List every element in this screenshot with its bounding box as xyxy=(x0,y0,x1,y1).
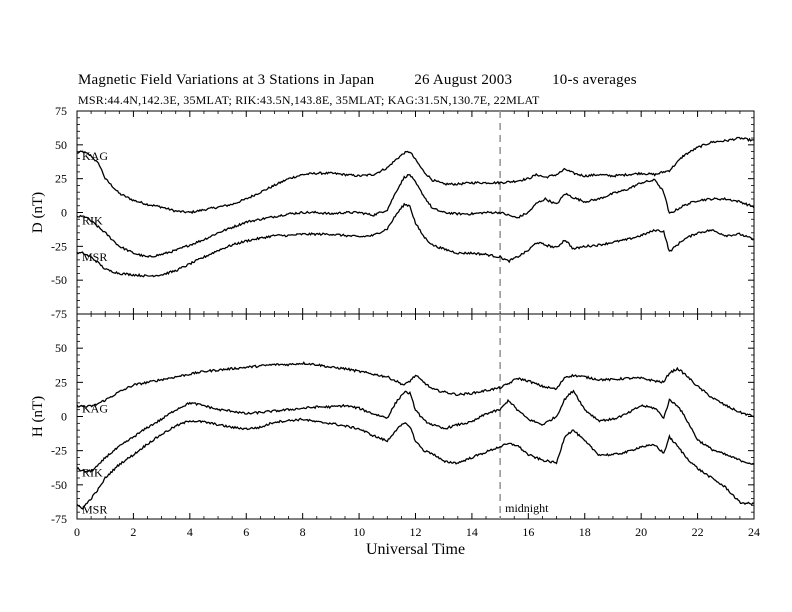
midnight-label: midnight xyxy=(505,501,549,515)
x-axis-label: Universal Time xyxy=(366,541,465,558)
panel-frame-d xyxy=(76,110,755,315)
title-line: Magnetic Field Variations at 3 Stations … xyxy=(78,72,637,89)
x-tick-label: 24 xyxy=(748,525,760,539)
x-tick-label: 12 xyxy=(410,525,422,539)
y-tick-label: 50 xyxy=(55,138,67,152)
panel-frame-h xyxy=(76,313,755,520)
series-label-kag: KAG xyxy=(82,149,108,163)
y-tick-label: -25 xyxy=(51,239,67,253)
x-tick-label: 4 xyxy=(187,525,193,539)
x-tick-label: 8 xyxy=(300,525,306,539)
x-tick-label: 22 xyxy=(692,525,704,539)
x-tick-label: 14 xyxy=(466,525,478,539)
series-label-rik: RIK xyxy=(82,465,103,479)
panel-d: -75 -50 -25 0 25 50 75 D (nT) KAG RIK MSR xyxy=(30,104,755,321)
y-tick-label: -75 xyxy=(51,512,67,526)
y-tick-label: 25 xyxy=(55,375,67,389)
series-label-msr: MSR xyxy=(82,250,107,264)
series-line-msr xyxy=(76,202,755,278)
series-line-rik xyxy=(76,174,755,258)
y-tick-label: 0 xyxy=(61,206,67,220)
x-tick-label: 10 xyxy=(353,525,365,539)
y-axis-label: H (nT) xyxy=(30,396,46,437)
y-axis-label: D (nT) xyxy=(30,192,46,233)
chart-subtitle: MSR:44.4N,142.3E, 35MLAT; RIK:43.5N,143.… xyxy=(78,93,540,107)
chart-date: 26 August 2003 xyxy=(414,72,513,88)
x-tick-label: 16 xyxy=(522,525,534,539)
series-line-rik xyxy=(76,389,755,473)
x-tick-label: 0 xyxy=(74,525,80,539)
y-tick-label: -50 xyxy=(51,478,67,492)
y-tick-label: 25 xyxy=(55,172,67,186)
series-line-msr xyxy=(76,417,755,510)
series-label-msr: MSR xyxy=(82,502,107,516)
y-tick-label: -25 xyxy=(51,444,67,458)
y-tick-label: -50 xyxy=(51,273,67,287)
series-line-kag xyxy=(76,136,754,215)
series-label-rik: RIK xyxy=(82,214,103,228)
y-tick-label: 0 xyxy=(61,410,67,424)
y-tick-label: 50 xyxy=(55,341,67,355)
x-tick-label: 20 xyxy=(635,525,647,539)
y-tick-label: 75 xyxy=(55,104,67,118)
x-tick-label: 2 xyxy=(130,525,136,539)
x-tick-label: 6 xyxy=(243,525,249,539)
chart-averaging: 10-s averages xyxy=(552,72,637,88)
series-label-kag: KAG xyxy=(82,402,108,416)
chart-title: Magnetic Field Variations at 3 Stations … xyxy=(78,72,375,88)
y-tick-label: -75 xyxy=(51,307,67,321)
series-line-kag xyxy=(76,361,755,418)
x-tick-label: 18 xyxy=(579,525,591,539)
